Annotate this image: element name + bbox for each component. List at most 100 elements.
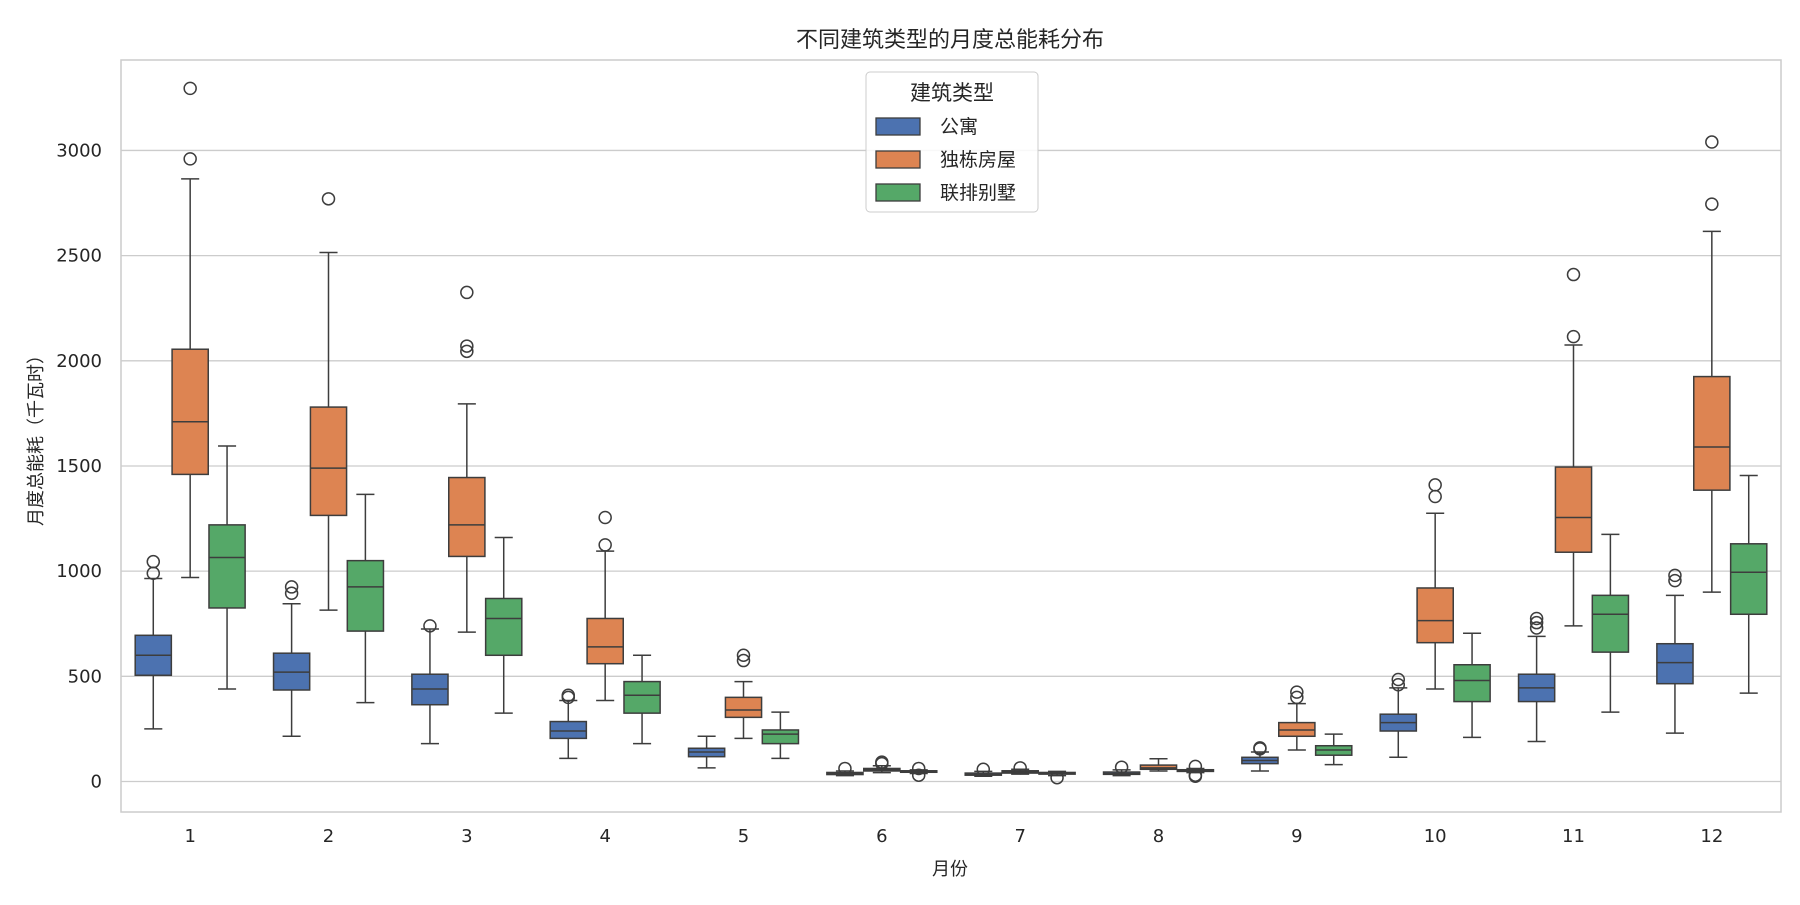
x-tick-label: 9 [1291,826,1302,847]
outlier-point [1529,621,1544,635]
box-0-11 [1656,568,1694,734]
y-tick-label: 1000 [56,561,102,582]
box-0-10 [1517,611,1556,743]
outlier-point [1668,568,1682,583]
box-0-7 [1102,760,1141,777]
box-2-10 [1591,533,1630,713]
box-0-2 [411,619,449,745]
outlier-point [736,653,751,668]
x-tick-label: 10 [1424,826,1447,847]
box-1-7 [1139,758,1178,772]
outlier-point [1566,329,1581,344]
outlier-point [1290,690,1304,705]
box-body [1656,642,1694,685]
box-1-2 [448,285,486,633]
outlier-point [1705,135,1719,149]
legend-swatch [875,183,921,202]
box-1-0 [171,81,209,579]
x-tick-label: 11 [1562,826,1585,847]
x-tick-label: 4 [599,826,610,847]
box-2-4 [761,711,800,760]
outlier-point [838,761,852,776]
legend-frame [865,71,1039,213]
x-axis-ticks: 1 2 3 4 5 6 7 8 9 10 11 12 [184,826,1723,847]
outlier-point [460,344,474,359]
y-tick-label: 500 [68,666,102,687]
outlier-point [598,538,612,552]
box-1-11 [1693,135,1731,593]
box-2-0 [208,445,246,690]
outlier-point [561,688,576,703]
x-tick-label: 2 [323,826,334,847]
outlier-point [598,510,612,525]
legend-label: 联排别墅 [940,182,1016,204]
box-1-8 [1278,685,1316,751]
x-tick-label: 12 [1700,826,1723,847]
box-body [484,597,523,657]
outlier-point [1290,685,1304,699]
x-tick-label: 3 [461,826,472,847]
box-2-3 [623,654,661,745]
box-0-3 [549,688,588,760]
box-1-1 [309,192,348,611]
outlier-point [911,761,926,776]
outlier-point [1668,573,1682,588]
outlier-point [1050,770,1064,785]
outlier-point [875,755,889,769]
x-tick-label: 7 [1014,826,1025,847]
outlier-point [1253,741,1267,755]
outlier-point [911,768,926,782]
outlier-point [1188,768,1203,782]
plot-frame [120,59,1782,813]
box-0-0 [134,554,173,730]
legend-label: 公寓 [940,116,978,138]
box-2-1 [346,493,385,704]
box-body [1416,587,1454,644]
box-1-10 [1554,267,1593,627]
box-body [549,720,588,740]
box-body [171,348,209,476]
legend-swatch [875,117,921,136]
y-tick-label: 2000 [56,351,102,372]
x-tick-label: 5 [738,826,749,847]
box-body [1729,543,1768,616]
outlier-point [1391,672,1406,687]
box-body [346,559,385,632]
legend-title: 建筑类型 [910,81,994,105]
y-tick-label: 1500 [56,456,102,477]
chart-title: 不同建筑类型的月度总能耗分布 [796,28,1104,53]
box-body [1693,375,1731,491]
outlier-point [1428,489,1442,504]
outlier-point [1013,761,1027,775]
outlier-point [460,339,474,353]
outlier-point [284,580,299,594]
y-tick-label: 3000 [56,140,102,161]
box-1-5 [863,755,901,774]
outlier-point [1566,267,1581,282]
outlier-point [1529,615,1544,630]
outlier-point [1428,478,1442,492]
outlier-point [1529,611,1544,626]
box-0-8 [1241,741,1279,772]
box-body [309,406,348,517]
box-2-2 [484,536,523,714]
box-1-9 [1416,478,1454,690]
outlier-point [423,619,437,633]
box-2-7 [1176,759,1215,783]
x-tick-label: 8 [1153,826,1164,847]
box-2-5 [899,761,938,782]
outlier-point [183,152,197,166]
box-body [1591,594,1630,653]
box-2-11 [1729,474,1768,694]
y-axis-label: 月度总能耗（千瓦时） [26,346,47,526]
box-body [761,729,800,745]
box-0-1 [272,580,311,738]
box-2-6 [1038,770,1076,785]
gridlines [121,149,1781,783]
outlier-point [146,554,161,569]
box-body [724,696,763,719]
x-tick-label: 1 [184,826,195,847]
